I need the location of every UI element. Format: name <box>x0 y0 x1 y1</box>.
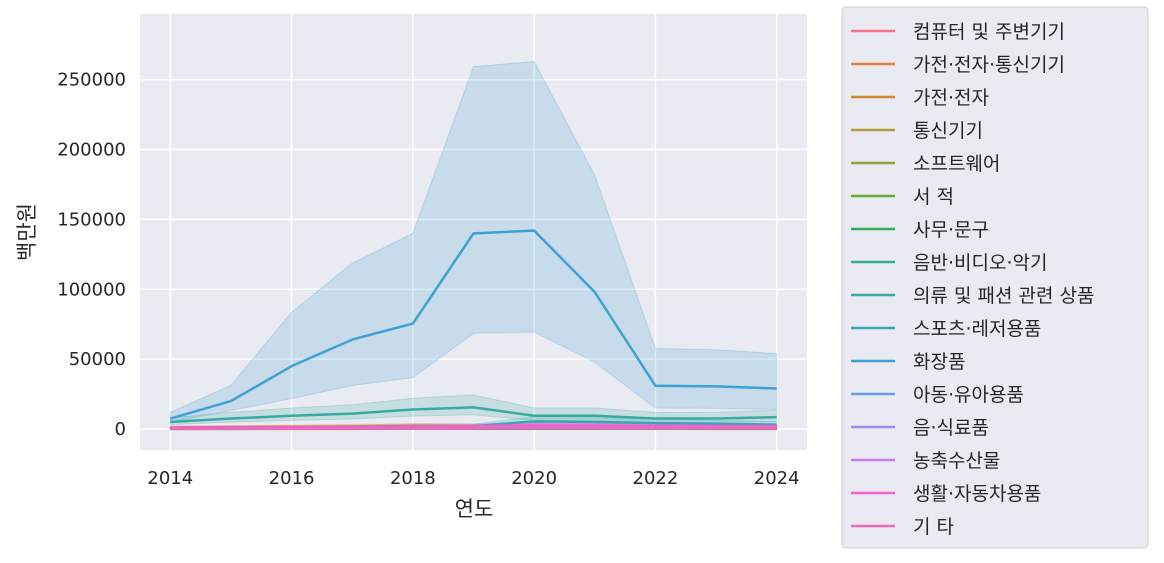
legend-label: 아동·유아용품 <box>913 384 1024 406</box>
x-tick-label: 2016 <box>269 468 315 489</box>
x-tick-label: 2014 <box>147 468 193 489</box>
series-line <box>170 406 777 424</box>
y-tick-label: 250000 <box>57 70 126 91</box>
y-tick-label: 200000 <box>57 140 126 161</box>
y-tick-label: 0 <box>115 419 126 440</box>
y-axis: 0 50000 100000 150000 200000 250000 <box>57 70 126 440</box>
confidence-band <box>169 60 778 423</box>
legend-label: 스포츠·레저용품 <box>913 318 1041 340</box>
plot-background <box>140 14 807 450</box>
y-tick-label: 100000 <box>57 279 126 300</box>
legend-label: 농축수산물 <box>913 450 1000 472</box>
legend-label: 생활·자동차용품 <box>913 483 1041 505</box>
legend-label: 사무·문구 <box>913 219 989 241</box>
x-tick-label: 2018 <box>390 468 436 489</box>
series-line <box>169 229 777 420</box>
y-tick-label: 50000 <box>69 349 126 370</box>
legend-label: 화장품 <box>913 351 965 373</box>
legend-label: 서 적 <box>913 186 954 208</box>
legend-label: 가전·전자 <box>913 87 989 109</box>
series-lines <box>169 229 777 431</box>
x-tick-label: 2020 <box>511 468 557 489</box>
grid <box>140 14 807 450</box>
legend-label: 의류 및 패션 관련 상품 <box>913 285 1094 307</box>
x-axis-title: 연도 <box>455 497 494 521</box>
legend-label: 통신기기 <box>913 120 983 142</box>
legend-label: 컴퓨터 및 주변기기 <box>913 21 1065 43</box>
x-tick-label: 2022 <box>633 468 679 489</box>
y-tick-label: 150000 <box>57 209 126 230</box>
x-tick-label: 2024 <box>754 468 800 489</box>
y-axis-title: 백만원 <box>15 203 39 261</box>
legend-label: 소프트웨어 <box>913 153 1000 175</box>
legend-label: 기 타 <box>913 516 954 538</box>
legend-label: 음반·비디오·악기 <box>913 252 1047 274</box>
legend-label: 가전·전자·통신기기 <box>913 54 1065 76</box>
legend-box <box>841 6 1149 549</box>
legend-label: 음·식료품 <box>913 417 989 439</box>
x-axis: 2014 2016 2018 2020 2022 2024 <box>147 468 799 489</box>
